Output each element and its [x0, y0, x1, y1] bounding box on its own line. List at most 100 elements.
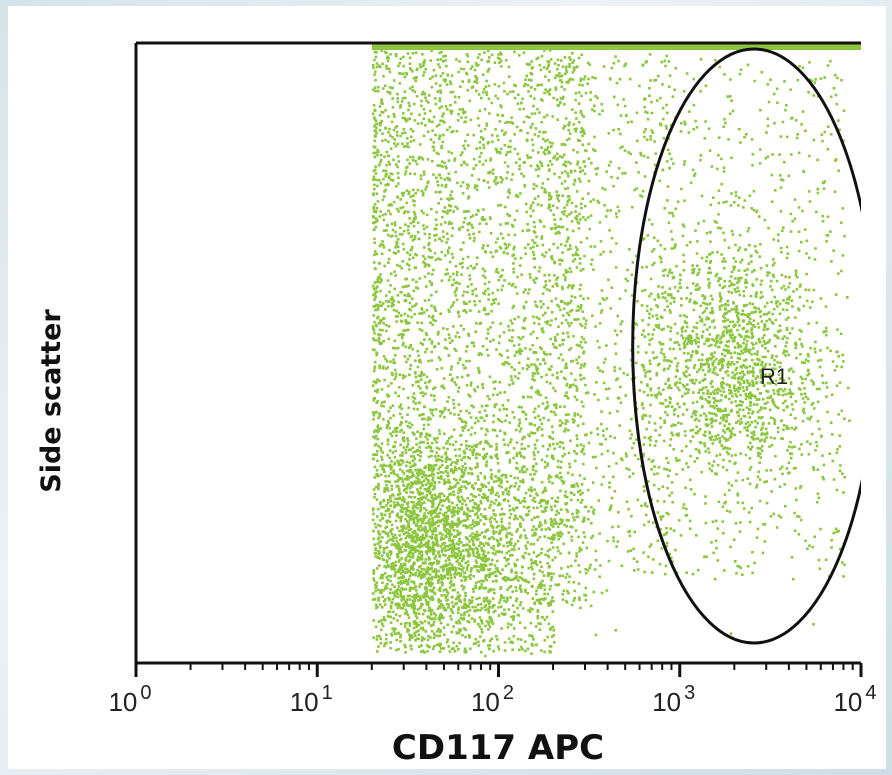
event-point	[379, 446, 382, 450]
event-point	[393, 354, 397, 357]
event-point	[474, 559, 478, 562]
event-point	[501, 528, 504, 532]
event-point	[411, 278, 415, 281]
event-point	[492, 420, 495, 424]
event-point	[396, 426, 399, 430]
event-point	[482, 208, 485, 211]
event-point	[568, 348, 571, 352]
event-point	[524, 551, 527, 555]
event-point	[571, 485, 574, 489]
event-point	[449, 580, 453, 583]
event-point	[372, 338, 376, 342]
event-point	[402, 229, 406, 233]
event-point	[547, 572, 550, 575]
event-point	[454, 448, 457, 452]
event-point	[459, 572, 463, 575]
event-point	[520, 645, 523, 649]
event-point	[455, 273, 459, 277]
event-point	[490, 500, 493, 503]
event-point	[571, 359, 575, 363]
event-point	[481, 73, 485, 76]
event-point	[530, 363, 533, 366]
event-point	[544, 191, 548, 194]
event-point	[405, 420, 408, 423]
event-point	[474, 75, 477, 79]
event-point	[406, 228, 410, 232]
event-point	[578, 262, 582, 265]
event-point	[475, 445, 478, 448]
event-point	[428, 120, 431, 123]
event-point	[426, 550, 429, 554]
event-point	[371, 518, 375, 522]
event-point	[485, 90, 488, 94]
event-point	[435, 559, 439, 562]
event-point	[471, 587, 475, 591]
event-point	[521, 97, 524, 101]
event-point	[452, 470, 455, 474]
event-point	[416, 365, 420, 369]
event-point	[416, 515, 419, 518]
event-point	[459, 409, 462, 413]
event-point	[498, 419, 501, 422]
event-point	[574, 559, 577, 562]
event-point	[424, 525, 427, 529]
event-point	[500, 478, 503, 482]
event-point	[470, 493, 473, 496]
event-point	[424, 96, 427, 99]
event-point	[373, 155, 377, 159]
event-point	[431, 159, 434, 163]
event-point	[552, 96, 555, 100]
event-point	[381, 536, 384, 539]
event-point	[558, 155, 562, 158]
event-point	[382, 588, 385, 592]
event-point	[419, 341, 423, 345]
event-point	[481, 559, 485, 562]
event-point	[377, 532, 381, 536]
event-point	[482, 600, 486, 603]
event-point	[453, 547, 457, 551]
event-point	[467, 195, 471, 198]
event-point	[372, 488, 376, 491]
event-point	[467, 334, 471, 337]
event-point	[516, 528, 519, 531]
event-point	[569, 58, 572, 61]
event-point	[480, 628, 483, 631]
event-point	[437, 152, 440, 156]
event-point	[461, 429, 465, 432]
event-point	[495, 149, 499, 152]
event-point	[411, 573, 415, 576]
event-point	[378, 379, 381, 383]
event-point	[442, 410, 445, 413]
event-point	[532, 572, 536, 576]
event-point	[443, 499, 446, 503]
event-point	[399, 622, 403, 626]
event-point	[468, 99, 472, 103]
event-point	[489, 159, 492, 162]
event-point	[487, 97, 491, 101]
event-point	[530, 652, 533, 655]
event-point	[392, 566, 396, 570]
event-point	[501, 178, 504, 181]
event-point	[407, 232, 410, 235]
event-point	[514, 161, 518, 164]
event-point	[487, 628, 490, 631]
event-point	[374, 429, 377, 432]
event-point	[427, 272, 430, 275]
event-point	[459, 490, 463, 493]
event-point	[565, 271, 568, 274]
event-point	[423, 262, 426, 265]
event-point	[478, 146, 482, 150]
event-point	[502, 596, 505, 599]
event-point	[405, 137, 409, 140]
event-point	[481, 563, 485, 567]
event-point	[408, 621, 411, 625]
event-point	[401, 194, 405, 197]
event-point	[409, 235, 413, 239]
event-point	[404, 556, 408, 560]
event-point	[399, 476, 403, 480]
event-point	[549, 209, 553, 212]
event-point	[393, 427, 397, 431]
event-point	[577, 309, 580, 312]
event-point	[538, 599, 541, 602]
event-point	[420, 550, 424, 554]
